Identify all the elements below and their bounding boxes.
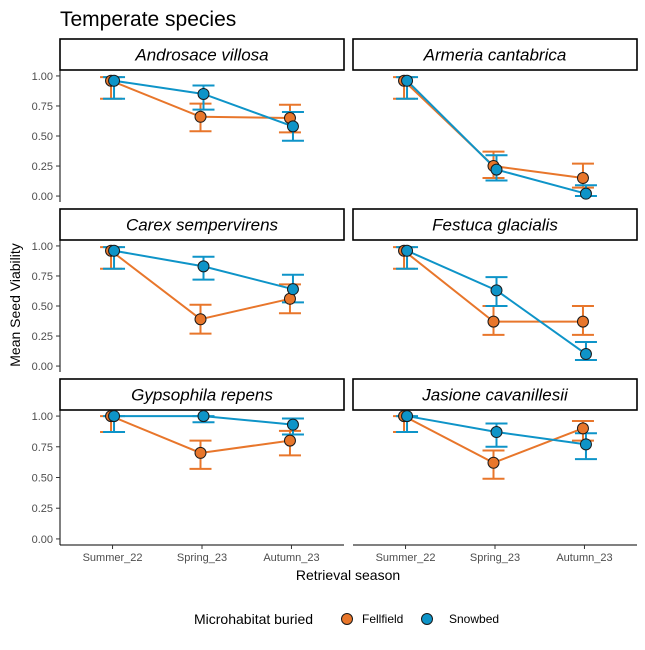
y-tick-label: 0.50 bbox=[32, 301, 53, 313]
strip-box bbox=[59, 378, 345, 411]
y-tick-label: 0.75 bbox=[32, 442, 53, 454]
legend-label-fellfield: Fellfield bbox=[362, 612, 403, 626]
data-point bbox=[197, 410, 210, 423]
data-point bbox=[108, 74, 121, 87]
data-point bbox=[490, 163, 503, 176]
data-point bbox=[108, 410, 121, 423]
y-tick-label: 0.25 bbox=[32, 331, 53, 343]
legend-title: Microhabitat buried bbox=[194, 611, 313, 627]
data-point bbox=[286, 283, 299, 296]
legend-label-snowbed: Snowbed bbox=[449, 612, 499, 626]
data-point bbox=[487, 456, 500, 469]
series-snowbed bbox=[396, 76, 597, 198]
y-tick-label: 0.75 bbox=[32, 271, 53, 283]
y-tick-label: 1.00 bbox=[32, 71, 53, 83]
panel: Jasione cavanillesii Summer_22 Spring_23 Au… bbox=[352, 378, 638, 564]
data-point bbox=[194, 110, 207, 123]
y-tick-label: 0.75 bbox=[32, 101, 53, 113]
strip-box bbox=[352, 38, 638, 71]
strip-label: Festuca glacialis bbox=[432, 216, 558, 235]
data-point bbox=[194, 446, 207, 459]
strip-label: Armeria cantabrica bbox=[423, 46, 567, 65]
series-snowbed bbox=[103, 246, 304, 304]
data-point bbox=[579, 438, 592, 451]
chart-title: Temperate species bbox=[60, 8, 236, 31]
x-tick-label: Autumn_23 bbox=[556, 552, 612, 564]
y-tick-label: 0.50 bbox=[32, 473, 53, 485]
y-tick-label: 1.00 bbox=[32, 411, 53, 423]
panels-group: Androsace villosa 0.00 0.25 0.50 0.75 1.00 Arm… bbox=[32, 38, 638, 564]
data-point bbox=[401, 410, 414, 423]
x-tick-label: Autumn_23 bbox=[263, 552, 319, 564]
data-point bbox=[490, 426, 503, 439]
strip-box bbox=[59, 208, 345, 241]
strip-label: Androsace villosa bbox=[134, 46, 268, 65]
data-point bbox=[194, 313, 207, 326]
y-tick-label: 0.50 bbox=[32, 131, 53, 143]
series-snowbed bbox=[396, 246, 597, 362]
legend: Microhabitat buried Fellfield Snowbed bbox=[194, 611, 499, 627]
y-tick-label: 1.00 bbox=[32, 241, 53, 253]
x-tick-label: Summer_22 bbox=[376, 552, 436, 564]
y-tick-label: 0.25 bbox=[32, 503, 53, 515]
data-point bbox=[401, 244, 414, 257]
data-point bbox=[576, 315, 589, 328]
panel: Carex sempervirens 0.00 0.25 0.50 0.75 1.00 bbox=[32, 208, 345, 373]
strip-label: Gypsophila repens bbox=[131, 386, 273, 405]
x-tick-label: Spring_23 bbox=[177, 552, 227, 564]
data-point bbox=[579, 187, 592, 200]
series-fellfield bbox=[100, 415, 301, 470]
strip-box bbox=[352, 208, 638, 241]
data-point bbox=[579, 348, 592, 361]
legend-swatch-snowbed bbox=[421, 613, 433, 625]
data-point bbox=[576, 172, 589, 185]
strip-box bbox=[59, 38, 345, 71]
data-point bbox=[490, 284, 503, 297]
y-tick-label: 0.00 bbox=[32, 191, 53, 203]
data-point bbox=[487, 315, 500, 328]
data-point bbox=[286, 120, 299, 133]
y-axis-title: Mean Seed Viability bbox=[7, 243, 23, 366]
y-tick-label: 0.00 bbox=[32, 361, 53, 373]
data-point bbox=[197, 260, 210, 273]
x-tick-label: Summer_22 bbox=[83, 552, 143, 564]
panel: Androsace villosa 0.00 0.25 0.50 0.75 1.00 bbox=[32, 38, 345, 203]
strip-label: Carex sempervirens bbox=[126, 216, 279, 235]
y-tick-label: 0.00 bbox=[32, 534, 53, 546]
data-point bbox=[197, 87, 210, 100]
data-point bbox=[286, 418, 299, 431]
strip-label: Jasione cavanillesii bbox=[421, 386, 569, 405]
panel: Festuca glacialis bbox=[352, 208, 638, 362]
data-point bbox=[401, 74, 414, 87]
panel: Gypsophila repens 0.00 0.25 0.50 0.75 1.00 Sum… bbox=[32, 378, 345, 564]
data-point bbox=[283, 434, 296, 447]
data-point bbox=[108, 244, 121, 257]
y-tick-label: 0.25 bbox=[32, 161, 53, 173]
panel: Armeria cantabrica bbox=[352, 38, 638, 200]
legend-swatch-fellfield bbox=[341, 613, 353, 625]
data-point bbox=[576, 422, 589, 435]
strip-box bbox=[352, 378, 638, 411]
x-axis-title: Retrieval season bbox=[296, 567, 400, 583]
x-tick-label: Spring_23 bbox=[470, 552, 520, 564]
